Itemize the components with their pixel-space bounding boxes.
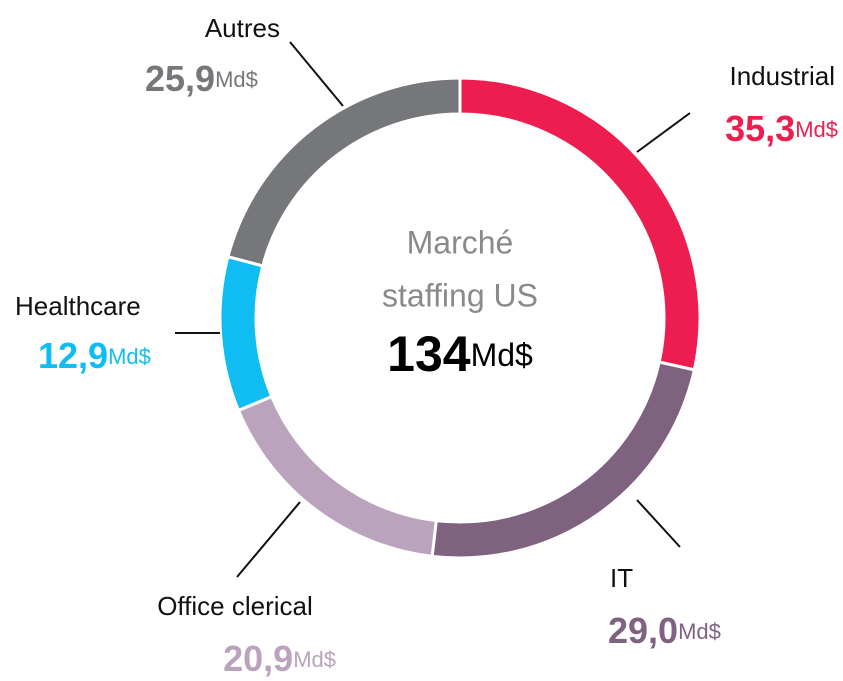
segment-value: 25,9Md$: [145, 58, 258, 99]
leader-line: [636, 112, 691, 153]
segment-value: 12,9Md$: [38, 335, 151, 376]
donut-segment: [430, 360, 697, 560]
value-number: 29,0: [608, 610, 678, 651]
center-total-value: 134: [387, 326, 471, 382]
leader-line: [289, 41, 344, 107]
segment-name: Healthcare: [15, 291, 141, 321]
center-total: 134Md$: [387, 326, 533, 382]
value-number: 35,3: [725, 108, 795, 149]
center-label: Marché: [407, 224, 514, 260]
value-unit: Md$: [293, 647, 336, 672]
value-unit: Md$: [108, 344, 151, 369]
leader-line: [636, 499, 681, 548]
value-unit: Md$: [795, 117, 838, 142]
value-unit: Md$: [678, 619, 721, 644]
segment-value: 29,0Md$: [608, 610, 721, 651]
value-number: 25,9: [145, 58, 215, 99]
segment-name: Autres: [205, 13, 280, 43]
center-label: staffing US: [382, 277, 538, 313]
value-number: 20,9: [223, 638, 293, 679]
segment-name: Industrial: [730, 61, 836, 91]
donut-segment: [236, 394, 438, 559]
leader-line: [236, 501, 301, 578]
donut-segment: [218, 254, 274, 413]
segment-name: IT: [610, 563, 633, 593]
segment-value: 20,9Md$: [223, 638, 336, 679]
center-total-unit: Md$: [471, 337, 533, 373]
segment-value: 35,3Md$: [725, 108, 838, 149]
donut-segment: [226, 76, 462, 268]
value-unit: Md$: [215, 67, 258, 92]
segment-name: Office clerical: [157, 591, 313, 621]
value-number: 12,9: [38, 335, 108, 376]
